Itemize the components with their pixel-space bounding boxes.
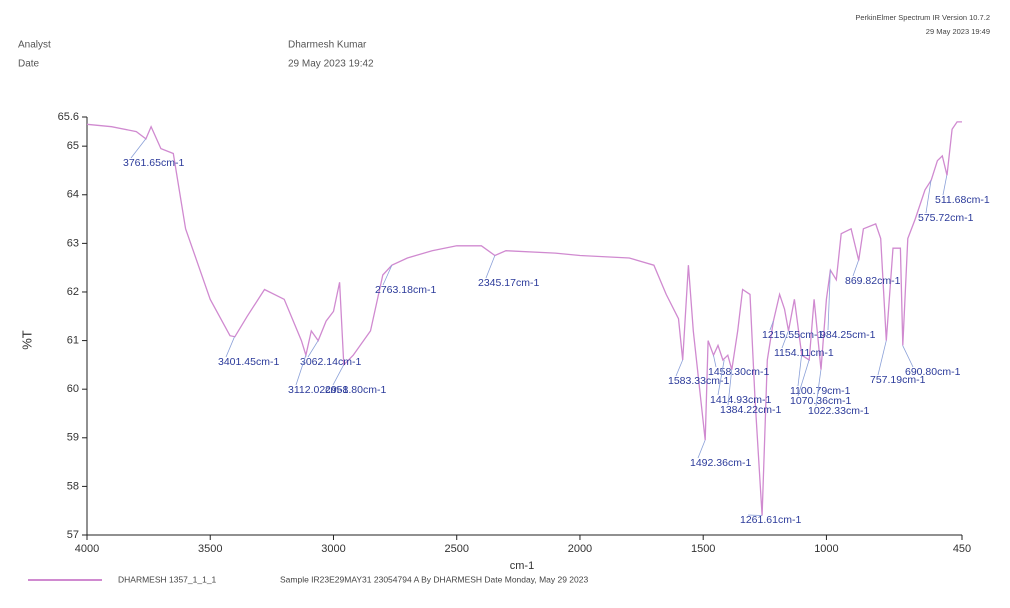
timestamp: 29 May 2023 19:49 (926, 27, 990, 36)
y-tick-label: 65 (67, 140, 79, 152)
peak-leader (382, 265, 393, 286)
y-tick-label: 57 (67, 529, 79, 541)
x-tick-label: 1500 (691, 543, 715, 555)
peak-leader (332, 364, 344, 386)
y-tick-label: 59 (67, 432, 79, 444)
peak-leader (769, 320, 774, 331)
peak-leader (852, 260, 859, 277)
peak-leader (781, 330, 789, 349)
x-tick-label: 1000 (814, 543, 838, 555)
peak-leader (225, 336, 235, 358)
peak-leader (827, 270, 831, 331)
peak-label: 1215.55cm-1 (762, 329, 823, 341)
peak-leader (747, 514, 762, 516)
peak-label: 869.82cm-1 (845, 275, 901, 287)
peak-label: 2345.17cm-1 (478, 277, 539, 289)
y-tick-label: 65.6 (58, 111, 79, 123)
peak-label: 1583.33cm-1 (668, 375, 729, 387)
spectrum-line (86, 121, 962, 516)
peak-leader (925, 180, 932, 214)
peak-label: 984.25cm-1 (820, 329, 876, 341)
peak-label: 757.19cm-1 (870, 374, 926, 386)
peak-leader (130, 138, 147, 159)
x-axis-label: cm-1 (510, 560, 534, 572)
software: PerkinElmer Spectrum IR Version 10.7.2 (855, 13, 990, 22)
y-tick-label: 61 (67, 334, 79, 346)
peak-label: 1261.61cm-1 (740, 514, 801, 526)
y-tick-label: 60 (67, 383, 79, 395)
peak-label: 1458.30cm-1 (708, 366, 769, 378)
peak-leader (697, 440, 706, 459)
peak-label: 1022.33cm-1 (808, 405, 869, 417)
peak-label: 1384.22cm-1 (720, 404, 781, 416)
peak-label: 3112.02cm-1 (288, 384, 349, 396)
y-tick-label: 64 (67, 189, 79, 201)
peak-label: 3401.45cm-1 (218, 356, 279, 368)
peak-label: 511.68cm-1 (935, 194, 990, 206)
y-axis-label: %T (19, 330, 34, 350)
peak-label: 2958.80cm-1 (325, 384, 386, 396)
peak-label: 690.80cm-1 (905, 366, 961, 378)
legend-note: Sample IR23E29MAY31 23054794 A By DHARME… (280, 574, 588, 584)
peak-leader (797, 355, 802, 387)
peak-leader (797, 359, 810, 397)
x-tick-label: 2000 (568, 543, 592, 555)
y-tick-label: 63 (67, 237, 79, 249)
peak-leader (485, 255, 496, 279)
date: 29 May 2023 19:42 (288, 59, 374, 70)
x-tick-label: 450 (953, 543, 971, 555)
peak-label: 575.72cm-1 (918, 212, 974, 224)
peak-label: 1492.36cm-1 (690, 457, 751, 469)
peak-leader (675, 359, 684, 377)
date-label: Date (18, 59, 40, 70)
peak-leader (727, 369, 733, 406)
peak-label: 1414.93cm-1 (710, 394, 771, 406)
peak-leader (902, 345, 914, 368)
legend-entry: DHARMESH 1357_1_1_1 (118, 574, 217, 584)
peak-leader (713, 355, 717, 368)
peak-leader (815, 369, 822, 407)
x-tick-label: 4000 (75, 543, 99, 555)
peak-leader (295, 355, 307, 386)
x-tick-label: 3500 (198, 543, 222, 555)
peak-leader (877, 340, 887, 376)
x-tick-label: 2500 (444, 543, 468, 555)
analyst-label: Analyst (18, 40, 51, 51)
peak-label: 3062.14cm-1 (300, 356, 361, 368)
peak-label: 3761.65cm-1 (123, 157, 184, 169)
peak-leader (942, 175, 948, 196)
peak-label: 1154.11cm-1 (774, 347, 834, 359)
analyst: Dharmesh Kumar (288, 40, 367, 51)
peak-label: 1070.36cm-1 (790, 395, 851, 407)
peak-leader (717, 359, 725, 396)
y-tick-label: 62 (67, 286, 79, 298)
peak-leader (307, 340, 319, 358)
peak-label: 1100.79cm-1 (790, 385, 851, 397)
y-tick-label: 58 (67, 480, 79, 492)
x-tick-label: 3000 (321, 543, 345, 555)
peak-label: 2763.18cm-1 (375, 284, 436, 296)
